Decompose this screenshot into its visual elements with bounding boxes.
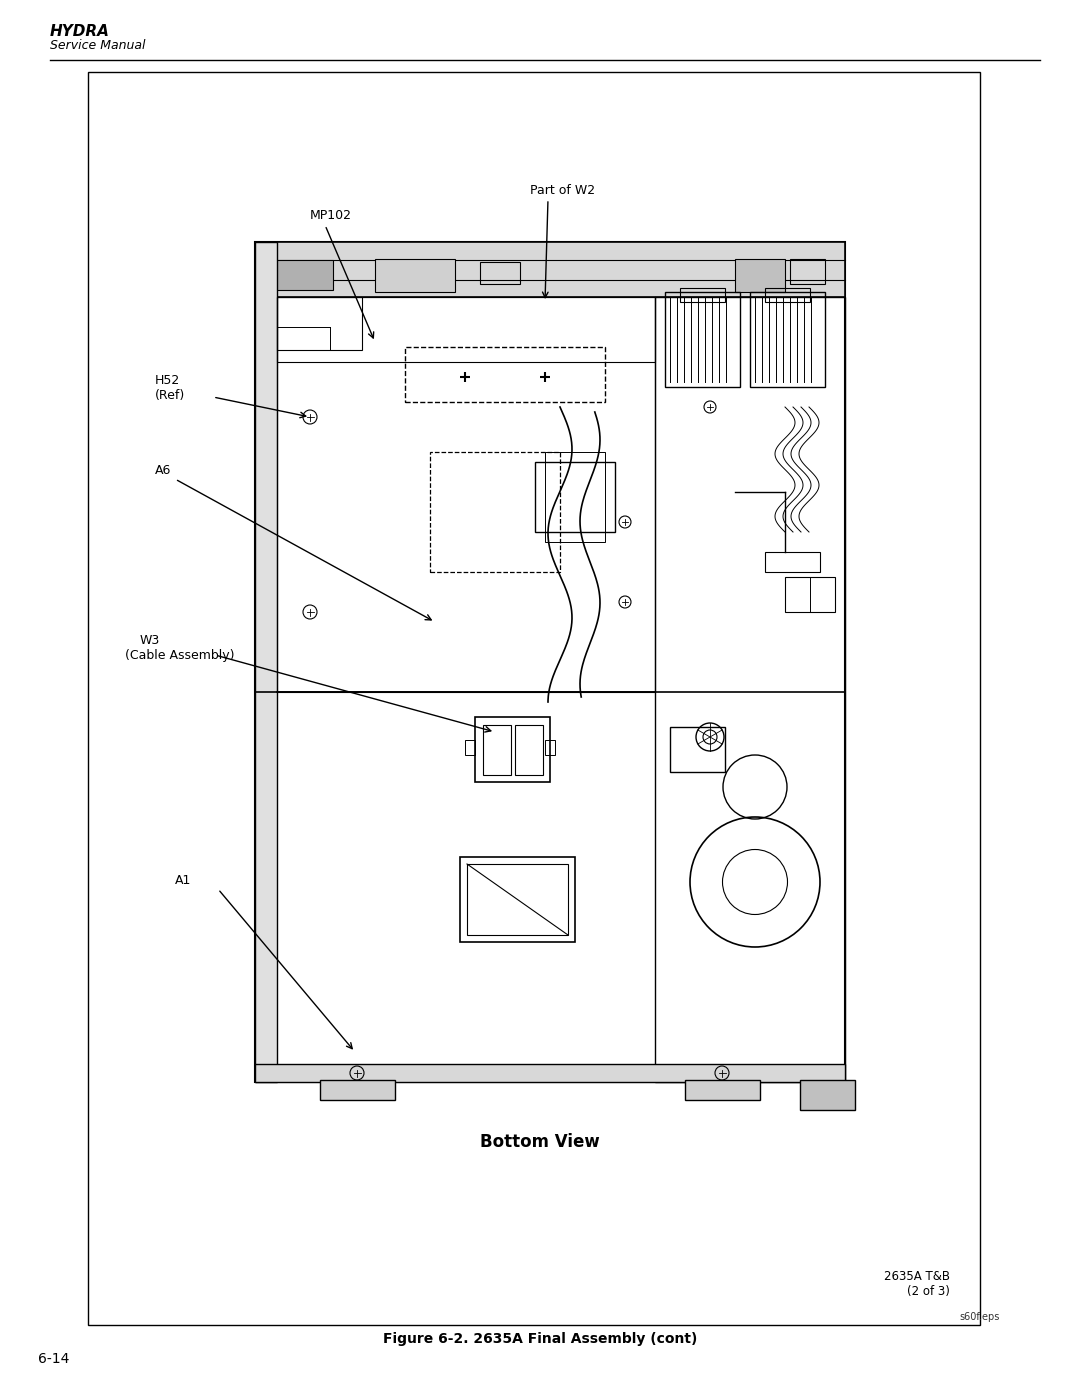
Text: Service Manual: Service Manual: [50, 39, 146, 52]
Bar: [276, 298, 654, 362]
Text: Part of W2: Part of W2: [530, 184, 595, 197]
Bar: [480, 263, 519, 284]
Text: (Ref): (Ref): [156, 388, 186, 402]
Text: 2635A T&B: 2635A T&B: [885, 1270, 950, 1284]
Bar: [765, 288, 810, 302]
Bar: [515, 725, 543, 775]
Bar: [276, 298, 654, 692]
Bar: [735, 258, 785, 292]
Bar: [789, 258, 825, 284]
Bar: [467, 863, 568, 935]
Text: Figure 6-2. 2635A Final Assembly (cont): Figure 6-2. 2635A Final Assembly (cont): [382, 1331, 698, 1345]
Bar: [545, 740, 555, 754]
Text: A1: A1: [175, 875, 191, 887]
Bar: [87, 73, 980, 1324]
Bar: [255, 242, 276, 1083]
Text: H52: H52: [156, 374, 180, 387]
Text: 6-14: 6-14: [38, 1352, 69, 1366]
Bar: [685, 1080, 760, 1099]
Text: (2 of 3): (2 of 3): [907, 1285, 950, 1298]
Bar: [680, 288, 725, 302]
Bar: [460, 856, 575, 942]
Bar: [255, 242, 845, 298]
Bar: [255, 1065, 845, 1083]
Bar: [545, 453, 605, 542]
Bar: [535, 462, 615, 532]
Bar: [273, 260, 333, 291]
Text: A6: A6: [156, 464, 172, 476]
Bar: [665, 292, 740, 387]
Text: (Cable Assembly): (Cable Assembly): [125, 650, 234, 662]
Text: s60f.eps: s60f.eps: [960, 1312, 1000, 1322]
Bar: [750, 292, 825, 387]
Bar: [465, 740, 475, 754]
Bar: [765, 552, 820, 571]
Bar: [654, 298, 845, 1083]
Text: W3: W3: [140, 634, 160, 647]
Bar: [320, 1080, 395, 1099]
Bar: [785, 577, 835, 612]
Bar: [375, 258, 455, 292]
Text: Bottom View: Bottom View: [481, 1133, 599, 1151]
Bar: [670, 726, 725, 773]
Bar: [276, 298, 362, 351]
Text: HYDRA: HYDRA: [50, 24, 110, 39]
Bar: [430, 453, 561, 571]
Bar: [405, 346, 605, 402]
Bar: [255, 242, 845, 1083]
Text: MP102: MP102: [310, 210, 352, 222]
Bar: [800, 1080, 855, 1111]
Bar: [483, 725, 511, 775]
Bar: [475, 717, 550, 782]
